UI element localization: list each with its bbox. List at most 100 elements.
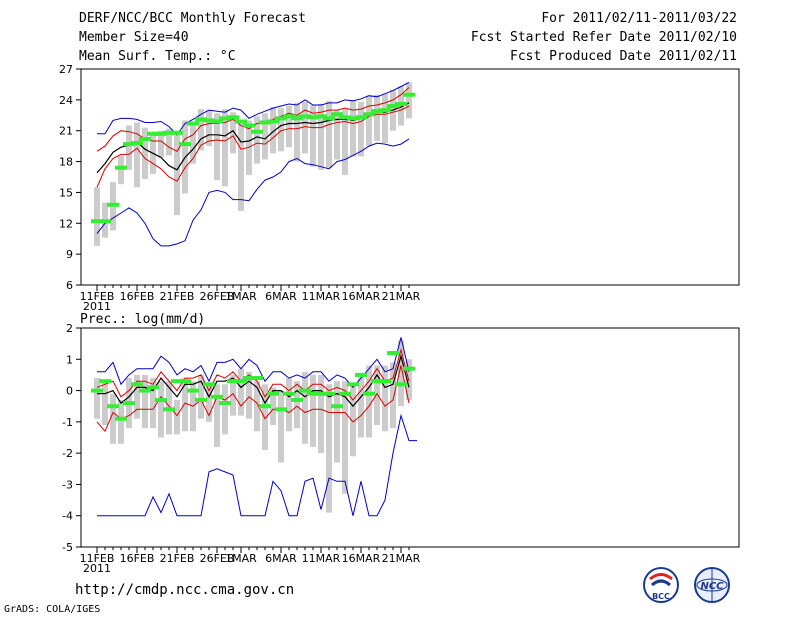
temp-range-bar	[142, 127, 148, 180]
prec-range-bar	[366, 365, 372, 438]
temp-range-bar	[350, 99, 356, 157]
prec-xtick-label: 6MAR	[265, 552, 297, 565]
prec-xtick-label: 16MAR	[342, 552, 381, 565]
temp-median-mark	[91, 219, 103, 224]
temp-range-bar	[126, 125, 132, 170]
prec-median-mark	[219, 401, 231, 406]
prec-range-bar	[134, 374, 140, 419]
prec-range-bar	[150, 378, 156, 429]
temp-median-mark	[363, 112, 375, 117]
temp-ytick-label: 24	[59, 94, 73, 107]
temp-median-mark	[371, 109, 383, 114]
temp-median-mark	[171, 130, 183, 135]
ncc-logo-text: NCC	[700, 581, 724, 592]
grads-credit: GrADS: COLA/IGES	[4, 604, 101, 615]
temp-xtick-label: 16MAR	[342, 290, 381, 303]
prec-xtick-label: 11FEB	[80, 552, 115, 565]
prec-median-mark	[211, 394, 223, 399]
temp-median-mark	[267, 119, 279, 124]
prec-range-bar	[342, 381, 348, 494]
temp-xtick-label: 26FEB	[200, 290, 235, 303]
prec-ytick-label: 0	[66, 385, 73, 398]
produced-date: Fcst Produced Date 2011/02/11	[510, 49, 737, 64]
temp-range-bar	[238, 120, 244, 211]
temp-median-mark	[283, 114, 295, 119]
prec-range-bar	[222, 384, 228, 435]
temp-median-mark	[355, 115, 367, 120]
prec-range-bar	[206, 384, 212, 422]
temp-range-bar	[334, 110, 340, 160]
prec-range-bar	[182, 378, 188, 432]
temp-median-mark	[299, 114, 311, 119]
prec-label: Prec.: log(mm/d)	[80, 312, 206, 327]
prec-median-mark	[243, 376, 255, 381]
temp-range-bar	[326, 100, 332, 168]
prec-ytick-label: -2	[62, 447, 73, 460]
temp-range-bar	[158, 130, 164, 158]
prec-xtick-label: 1MAR	[225, 552, 257, 565]
prec-range-bar	[254, 381, 260, 432]
prec-median-mark	[355, 372, 367, 377]
prec-median-mark	[171, 379, 183, 384]
temp-range-bar	[358, 101, 364, 157]
temp-median-mark	[123, 142, 135, 147]
bcc-logo: BCC	[643, 567, 679, 603]
prec-median-mark	[267, 391, 279, 396]
prec-median-mark	[291, 397, 303, 402]
prec-median-mark	[203, 382, 215, 387]
temp-range-bar	[366, 95, 372, 147]
prec-range-bar	[110, 393, 116, 444]
prec-range-bar	[302, 371, 308, 444]
prec-range-bar	[278, 390, 284, 463]
prec-range-bar	[142, 374, 148, 429]
prec-median-mark	[275, 407, 287, 412]
prec-range-bar	[334, 381, 340, 463]
temp-median-mark	[219, 116, 231, 121]
prec-range-bar	[270, 387, 276, 425]
temp-range-bar	[118, 155, 124, 185]
bcc-logo-text: BCC	[652, 592, 670, 601]
temp-median-mark	[395, 101, 407, 106]
temp-range-bar	[398, 86, 404, 126]
prec-range-bar	[326, 384, 332, 513]
prec-median-mark	[99, 379, 111, 384]
temp-range-bar	[134, 122, 140, 188]
prec-range-bar	[238, 368, 244, 416]
prec-median-mark	[251, 376, 263, 381]
temp-range-bar	[166, 128, 172, 156]
temp-median-mark	[131, 141, 143, 146]
prec-range-bar	[390, 362, 396, 429]
prec-median-mark	[259, 404, 271, 409]
prec-series-lower	[96, 365, 410, 433]
temp-xtick-label: 6MAR	[265, 290, 297, 303]
temp-median-mark	[323, 116, 335, 121]
temp-range-bar	[318, 103, 324, 170]
temp-median-mark	[227, 115, 239, 120]
prec-median-mark	[107, 404, 119, 409]
prec-median-mark	[331, 404, 343, 409]
temp-median-mark	[195, 117, 207, 122]
prec-median-mark	[363, 391, 375, 396]
temp-range-bar	[94, 187, 100, 246]
prec-median-mark	[371, 379, 383, 384]
prec-median-mark	[299, 388, 311, 393]
logos: BCC NCC	[643, 567, 730, 603]
temp-range-bar	[206, 110, 212, 147]
temp-median-mark	[251, 129, 263, 134]
prec-median-mark	[403, 366, 415, 371]
prec-median-mark	[187, 388, 199, 393]
prec-median-mark	[235, 379, 247, 384]
temp-range-bar	[190, 122, 196, 164]
prec-year-label: 2011	[83, 562, 111, 575]
forecast-period: For 2011/02/11-2011/03/22	[541, 11, 737, 26]
temp-median-mark	[211, 119, 223, 124]
temp-median-mark	[307, 115, 319, 120]
prec-range-bar	[350, 384, 356, 457]
variable-label: Mean Surf. Temp.: °C	[79, 49, 236, 64]
url-link[interactable]: http://cmdp.ncc.cma.gov.cn	[75, 582, 295, 598]
prec-median-mark	[115, 416, 127, 421]
temp-median-mark	[331, 112, 343, 117]
temp-median-mark	[187, 121, 199, 126]
